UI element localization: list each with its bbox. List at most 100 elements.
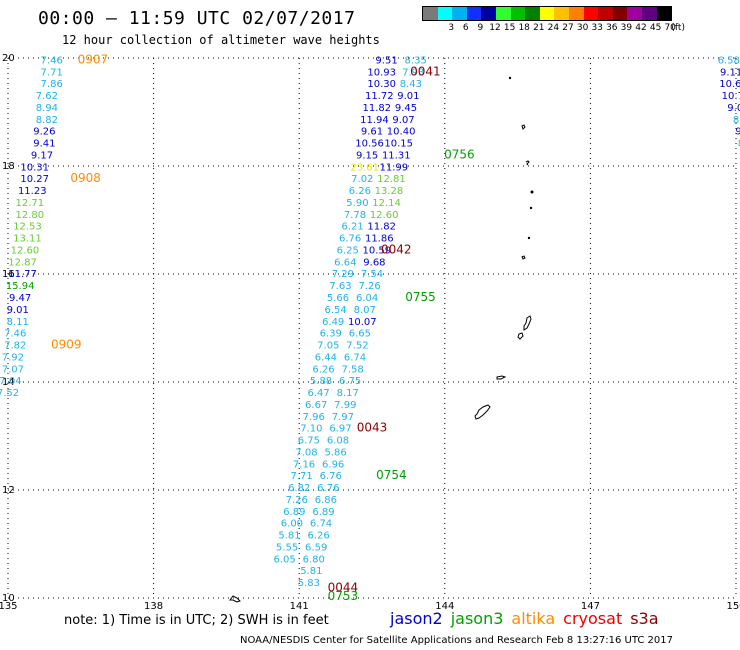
wave-height-value: 7.62 [36,91,58,102]
wave-height-value: 5.55 [276,542,298,553]
color-scale-tick: 42 [635,23,647,33]
lon-tick-label: 135 [0,601,18,610]
track-0908: 10.3110.2711.2312.7112.8012.5313.1112.60… [4,162,49,351]
wave-height-value: 11.94 [360,115,389,126]
pass-time-tag: 0754 [376,468,407,482]
track-0909: 7.927.077.047.52 [0,352,24,399]
color-swatch [598,7,613,20]
wave-height-value: 6.64 [334,257,356,268]
wave-height-value: 13.28 [375,186,404,197]
wave-height-value: 5.90 [346,198,368,209]
wave-height-value: 8.17 [337,388,359,399]
color-swatch [525,7,540,20]
wave-height-value: 5.83 [298,578,320,589]
wave-height-value: 8.43 [400,79,422,90]
wave-height-value: 9.51 [375,55,397,66]
wave-height-value: 6.26 [307,531,329,542]
island-outlines [229,76,534,603]
wave-height-value: 7.52 [0,388,19,399]
wave-height-value: 5.81 [300,566,322,577]
legend-s3a: s3a [630,609,659,628]
wave-height-value: 7.10 [300,424,322,435]
wave-height-value: 7.08 [295,447,317,458]
island [529,206,533,210]
wave-height-value: 8.6 [738,139,740,150]
wave-height-value: 10.74 [722,91,740,102]
color-scale-tick: 18 [518,23,530,33]
lon-tick-label: 147 [581,601,600,610]
color-scale-tick: 6 [462,23,469,33]
wave-height-observations: 7.467.717.867.628.948.829.269.419.1710.3… [0,55,740,589]
island-rota [496,375,507,380]
track-0754: 6.966.766.766.866.896.746.266.596.805.81… [298,459,345,589]
pass-time-tag: 0755 [405,290,436,304]
legend-cryosat: cryosat [563,609,623,628]
color-swatch [481,7,496,20]
track-0043: 6.757.087.167.716.827.266.896.005.815.55… [274,436,321,566]
wave-height-value: 8.07 [354,305,376,316]
wave-height-value: 6.82 [288,483,310,494]
wave-height-value: 9.07 [392,115,414,126]
color-scale-tick: 45 [649,23,662,33]
wave-height-value: 7.16 [293,459,315,470]
wave-height-value: 6.21 [341,222,363,233]
wave-height-value: 6.96 [322,459,344,470]
pass-time-tag: 0753 [328,589,359,603]
wave-height-value: 12.80 [16,210,45,221]
color-swatch [583,7,599,20]
wave-height-value: 7.82 [4,341,26,352]
island-tinian [517,332,524,340]
track-0041: 9.5110.9310.3011.7211.8211.949.6110.569.… [339,55,398,244]
wave-height-value: 6.04 [356,293,378,304]
wave-height-value: 11.23 [18,186,47,197]
wave-height-value: 6.74 [344,352,366,363]
wave-height-value: 6.08 [327,436,349,447]
footer-note: note: 1) Time is in UTC; 2) SWH is in fe… [64,613,329,628]
pass-time-tag: 0044 [328,581,359,595]
wave-height-value: 6.26 [349,186,371,197]
color-scale-unit: (ft) [671,23,685,33]
wave-height-value: 12.53 [13,222,42,233]
color-scale-labels: 3 6 9 12 15 18 21 24 27 30 33 36 39 42 45 70 (ft) [422,21,685,33]
wave-height-value: 7.07 [2,364,24,375]
wave-height-value: 6.74 [310,519,332,530]
wave-height-value: 6.44 [315,352,337,363]
legend-altika: altika [511,609,556,628]
wave-height-value: 7.26 [286,495,308,506]
wave-height-value: 6.89 [283,507,305,518]
page-title: 00:00 — 11:59 UTC 02/07/2017 [38,8,356,29]
wave-height-value: 7.71 [41,67,63,78]
wave-height-value: 10.40 [387,127,416,138]
color-scale-tick: 39 [620,23,633,33]
wave-height-value: 5.86 [324,447,346,458]
wave-height-value: 7.46 [4,329,26,340]
color-scale-tick: 3 [448,23,455,33]
wave-height-value: 6.49 [322,317,344,328]
satellite-legend: jason2 jason3 altika cryosat s3a [390,609,667,628]
wave-height-value: 6.86 [315,495,337,506]
lat-tick-label: 14 [2,377,15,388]
wave-height-value: 8.82 [36,115,58,126]
island [525,160,530,166]
wave-height-value: 11.82 [363,103,392,114]
wave-height-value: 5.88 [310,376,332,387]
color-swatch [423,7,438,20]
wave-height-value: 7.04 [0,376,22,387]
wave-height-value: 7.58 [341,364,363,375]
color-scale-tick: 70 [664,23,676,33]
color-scale-tick: 36 [606,23,618,33]
wave-height-value: 7.29 [332,269,354,280]
wave-height-value: 6.76 [317,483,339,494]
lon-tick-label: 144 [435,601,454,610]
wave-height-value: 7.96 [303,412,325,423]
wave-height-value: 6.76 [320,471,342,482]
wave-height-value: 7.86 [41,79,63,90]
island [508,76,512,80]
wave-height-value: 6.59 [305,542,327,553]
wave-height-value: 12.60 [370,210,399,221]
color-swatch [452,7,467,20]
wave-height-value: 12.14 [372,198,401,209]
wave-height-value: 10.07 [348,317,377,328]
wave-height-value: 6.54 [324,305,346,316]
